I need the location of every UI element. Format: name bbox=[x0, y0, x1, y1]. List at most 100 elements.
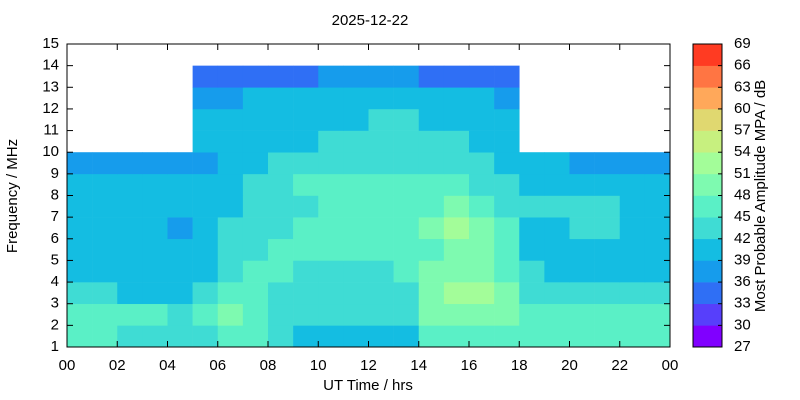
heatmap-cell bbox=[569, 282, 595, 305]
heatmap-cell bbox=[443, 282, 470, 305]
heatmap-cell bbox=[519, 195, 545, 218]
x-tick-label: 14 bbox=[410, 357, 427, 374]
heatmap-cell bbox=[242, 260, 269, 283]
heatmap-cell bbox=[142, 152, 168, 175]
colorbar-swatch bbox=[693, 130, 722, 153]
heatmap-cell bbox=[268, 260, 294, 283]
heatmap-cell bbox=[393, 65, 420, 88]
heatmap-cell bbox=[268, 108, 294, 131]
heatmap-cell bbox=[443, 173, 470, 196]
heatmap-cell bbox=[494, 108, 520, 131]
heatmap-cell bbox=[494, 303, 520, 326]
heatmap-cell bbox=[368, 108, 394, 131]
heatmap-cell bbox=[494, 65, 520, 88]
heatmap-cell bbox=[318, 217, 344, 240]
colorbar-tick-label: 39 bbox=[734, 251, 751, 268]
heatmap-cell bbox=[192, 217, 219, 240]
x-tick-label: 12 bbox=[360, 357, 377, 374]
heatmap-cell bbox=[594, 282, 621, 305]
heatmap-cell bbox=[343, 260, 369, 283]
heatmap-cell bbox=[318, 238, 344, 261]
heatmap-cell bbox=[242, 65, 269, 88]
heatmap-cell bbox=[368, 303, 394, 326]
heatmap-cell bbox=[293, 238, 319, 261]
heatmap-cell bbox=[594, 325, 621, 348]
heatmap-cell bbox=[418, 282, 445, 305]
heatmap-cell bbox=[268, 195, 294, 218]
heatmap-cell bbox=[343, 195, 369, 218]
heatmap-cell bbox=[494, 87, 520, 110]
colorbar-tick-label: 66 bbox=[734, 57, 751, 74]
heatmap-cell bbox=[594, 152, 621, 175]
heatmap-cell bbox=[217, 130, 244, 153]
heatmap-cell bbox=[594, 173, 621, 196]
heatmap-cell bbox=[242, 152, 269, 175]
heatmap-cell bbox=[268, 87, 294, 110]
heatmap-cell bbox=[619, 195, 646, 218]
heatmap-cell bbox=[192, 152, 219, 175]
heatmap-cell bbox=[268, 65, 294, 88]
y-tick-label: 11 bbox=[43, 122, 59, 139]
heatmap-cell bbox=[393, 303, 420, 326]
heatmap-cell bbox=[217, 173, 244, 196]
heatmap-cell bbox=[544, 282, 570, 305]
heatmap-cell bbox=[469, 217, 495, 240]
y-tick-label: 12 bbox=[42, 100, 59, 117]
heatmap-cell bbox=[192, 260, 219, 283]
heatmap-cell bbox=[318, 325, 344, 348]
colorbar-swatch bbox=[693, 152, 722, 175]
heatmap-cell bbox=[192, 325, 219, 348]
heatmap-cell bbox=[569, 303, 595, 326]
heatmap-cell bbox=[142, 260, 168, 283]
heatmap-cell bbox=[268, 303, 294, 326]
x-tick-label: 18 bbox=[511, 357, 528, 374]
heatmap-cell bbox=[469, 260, 495, 283]
y-tick-label: 15 bbox=[42, 35, 59, 52]
heatmap-cell bbox=[418, 217, 445, 240]
x-tick-label: 22 bbox=[611, 357, 628, 374]
heatmap-cell bbox=[368, 195, 394, 218]
colorbar-tick-label: 51 bbox=[734, 165, 751, 182]
heatmap-cell bbox=[67, 173, 93, 196]
heatmap-cell bbox=[418, 65, 445, 88]
heatmap-cell bbox=[167, 152, 193, 175]
heatmap-cell bbox=[67, 217, 93, 240]
heatmap-cell bbox=[117, 282, 143, 305]
heatmap-cell bbox=[644, 303, 671, 326]
heatmap-cell bbox=[92, 282, 118, 305]
colorbar-tick-label: 30 bbox=[734, 316, 751, 333]
heatmap-cell bbox=[217, 238, 244, 261]
heatmap-cell bbox=[368, 260, 394, 283]
heatmap-cell bbox=[443, 65, 470, 88]
heatmap-cell bbox=[494, 260, 520, 283]
heatmap-cell bbox=[293, 108, 319, 131]
heatmap-cell bbox=[67, 238, 93, 261]
x-tick-label: 08 bbox=[260, 357, 277, 374]
heatmap-cell bbox=[167, 260, 193, 283]
colorbar-swatch bbox=[693, 65, 722, 88]
x-tick-label: 10 bbox=[310, 357, 327, 374]
y-tick-label: 10 bbox=[42, 143, 59, 160]
heatmap-cell bbox=[92, 303, 118, 326]
heatmap-cell bbox=[494, 173, 520, 196]
heatmap-cell bbox=[268, 217, 294, 240]
y-tick-label: 13 bbox=[42, 78, 59, 95]
heatmap-cell bbox=[67, 303, 93, 326]
colorbar-swatch bbox=[693, 303, 722, 326]
heatmap-cell bbox=[242, 130, 269, 153]
heatmap-cell bbox=[469, 195, 495, 218]
heatmap-cell bbox=[293, 303, 319, 326]
heatmap-cell bbox=[544, 152, 570, 175]
heatmap-cell bbox=[67, 152, 93, 175]
heatmap-cell bbox=[469, 238, 495, 261]
heatmap-cell bbox=[594, 217, 621, 240]
heatmap-cell bbox=[343, 238, 369, 261]
heatmap-cell bbox=[318, 130, 344, 153]
colorbar-swatch bbox=[693, 173, 722, 196]
colorbar-swatch bbox=[693, 238, 722, 261]
heatmap-cell bbox=[393, 282, 420, 305]
heatmap-cell bbox=[569, 238, 595, 261]
heatmap-cell bbox=[92, 238, 118, 261]
colorbar-swatch bbox=[693, 282, 722, 305]
heatmap-cell bbox=[242, 195, 269, 218]
